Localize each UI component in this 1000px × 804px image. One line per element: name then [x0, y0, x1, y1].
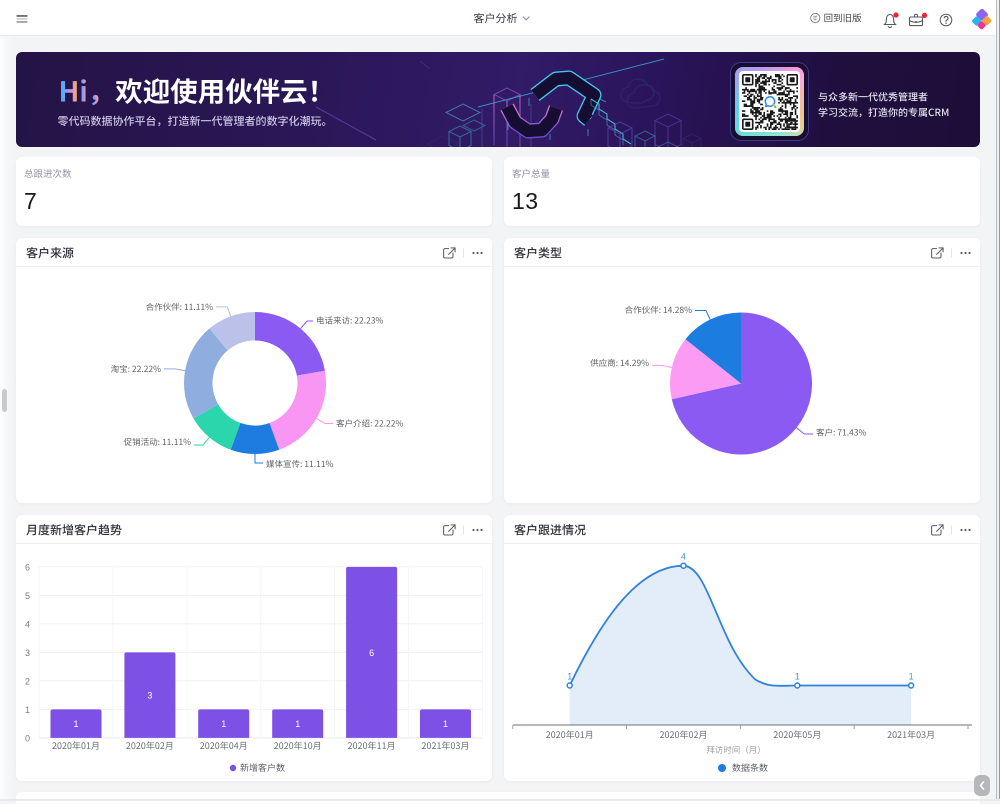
svg-text:6: 6 — [25, 562, 30, 572]
svg-text:6: 6 — [369, 648, 374, 658]
svg-text:3: 3 — [25, 648, 30, 658]
svg-text:1: 1 — [25, 705, 30, 715]
svg-text:4: 4 — [25, 619, 30, 629]
svg-text:3: 3 — [147, 691, 152, 701]
svg-text:2: 2 — [25, 676, 30, 686]
svg-text:4: 4 — [681, 552, 686, 562]
svg-text:1: 1 — [795, 672, 800, 682]
svg-text:1: 1 — [909, 672, 914, 682]
svg-text:1: 1 — [73, 719, 78, 729]
svg-text:1: 1 — [221, 719, 226, 729]
svg-text:1: 1 — [567, 672, 572, 682]
svg-text:0: 0 — [25, 733, 30, 743]
svg-text:5: 5 — [25, 591, 30, 601]
svg-text:1: 1 — [443, 719, 448, 729]
svg-text:1: 1 — [295, 719, 300, 729]
